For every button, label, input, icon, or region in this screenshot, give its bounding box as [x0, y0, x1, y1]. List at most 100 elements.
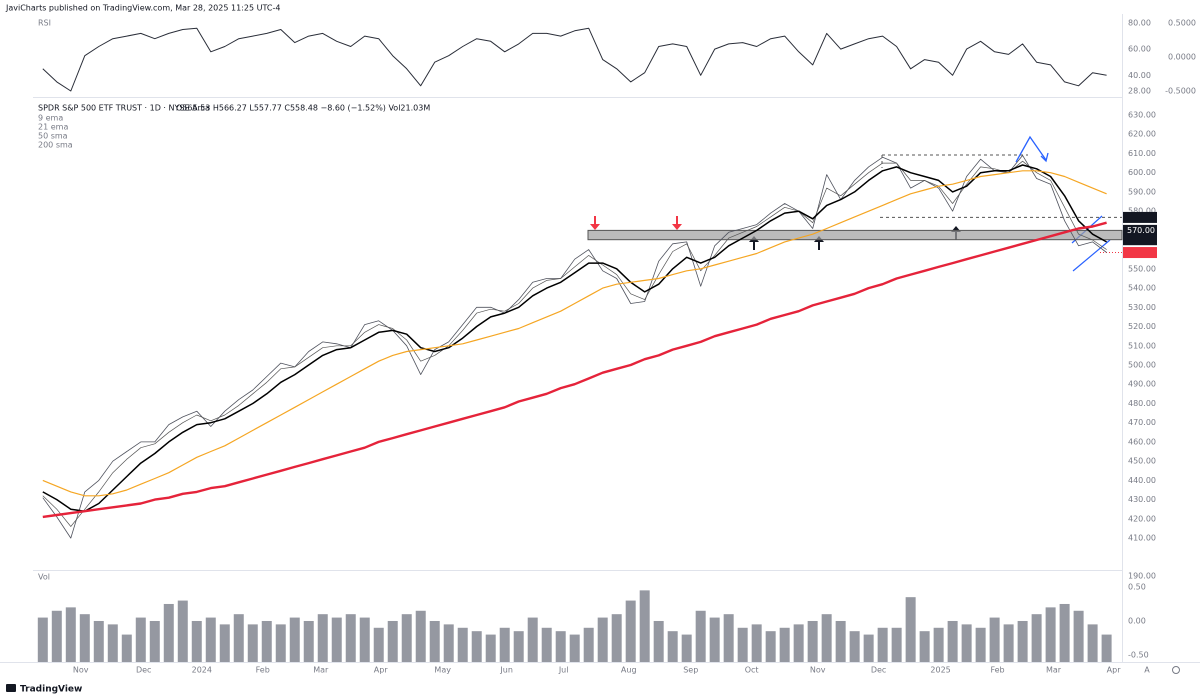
publisher: JaviCharts published on TradingView.com,…: [5, 4, 280, 13]
y-tick-label: 510.00: [1128, 341, 1156, 350]
y-tick-label: 600.00: [1128, 168, 1156, 177]
price-label-bg: [1123, 224, 1157, 236]
volume-bar: [1073, 610, 1084, 662]
volume-bar: [667, 631, 678, 662]
rsi-line: [42, 27, 1107, 92]
volume-bar: [485, 634, 496, 662]
volume-bar: [177, 600, 188, 662]
volume-bar: [989, 617, 1000, 662]
y-tick-label: 630.00: [1128, 111, 1156, 120]
ohlc: O565.53 H566.27 L557.77 C558.48 −8.60 (−…: [176, 104, 430, 113]
settings-icon[interactable]: [1172, 666, 1180, 674]
y-tick-label: 0.00: [1128, 616, 1146, 625]
x-tick-label: Apr: [374, 666, 389, 675]
pane-title: RSI: [38, 19, 51, 28]
legend-entry: 9 ema: [38, 114, 63, 123]
x-tick-label: Jun: [499, 666, 513, 675]
volume-bar: [933, 627, 944, 662]
y-tick-label: 460.00: [1128, 437, 1156, 446]
volume-bar: [471, 631, 482, 662]
x-tick-label: Mar: [1046, 666, 1062, 675]
volume-bar: [625, 600, 636, 662]
volume-bar: [37, 617, 48, 662]
down-arrow: [590, 216, 600, 230]
y-tick-label: 60.00: [1128, 45, 1151, 54]
volume-bar: [891, 627, 902, 662]
volume-bar: [359, 617, 370, 662]
volume-bar: [247, 624, 258, 662]
volume-bar: [429, 620, 440, 662]
volume-bar: [261, 620, 272, 662]
x-tick-label: Oct: [745, 666, 759, 675]
price-label-bg: [1123, 211, 1157, 223]
y-tick-label: 490.00: [1128, 380, 1156, 389]
volume-bar: [555, 631, 566, 662]
y-tick-label: 410.00: [1128, 534, 1156, 543]
volume-bar: [135, 617, 146, 662]
volume-bar: [79, 614, 90, 662]
y-tick-label: 80.00: [1128, 18, 1151, 27]
x-tick-label: Nov: [73, 666, 89, 675]
volume-bar: [1003, 624, 1014, 662]
price-line: [42, 155, 1107, 539]
volume-bar: [163, 603, 174, 662]
price-label-bg: [1123, 247, 1157, 259]
x-tick-label: Nov: [810, 666, 826, 675]
y-tick-label: 420.00: [1128, 514, 1156, 523]
volume-bar: [233, 614, 244, 662]
volume-bar: [807, 620, 818, 662]
volume-bar: [751, 624, 762, 662]
volume-bar: [275, 624, 286, 662]
y-tick-label: 620.00: [1128, 130, 1156, 139]
auto-scale[interactable]: A: [1144, 666, 1150, 675]
x-tick-label: Jul: [558, 666, 569, 675]
volume-bar: [121, 634, 132, 662]
x-tick-label: 2025: [930, 666, 950, 675]
volume-bar: [975, 627, 986, 662]
volume-bar: [919, 631, 930, 662]
y2-tick-label: 0.0000: [1168, 53, 1196, 62]
volume-bar: [947, 620, 958, 662]
volume-bar: [1031, 614, 1042, 662]
volume-bar: [905, 597, 916, 662]
volume-bar: [835, 620, 846, 662]
x-tick-label: May: [434, 666, 451, 675]
volume-bar: [597, 617, 608, 662]
trend-arrow: [1015, 135, 1047, 163]
volume-bar: [65, 607, 76, 662]
x-tick-label: 2024: [192, 666, 212, 675]
price-line: [42, 221, 1107, 519]
volume-bar: [1059, 603, 1070, 662]
volume-bar: [317, 614, 328, 662]
volume-bar: [765, 631, 776, 662]
legend-entry: 50 sma: [38, 132, 68, 141]
y-tick-label: 590.00: [1128, 187, 1156, 196]
volume-bar: [1045, 607, 1056, 662]
y-tick-label: -0.50: [1128, 650, 1149, 659]
volume-bar: [443, 624, 454, 662]
volume-bar: [681, 634, 692, 662]
volume-bar: [191, 620, 202, 662]
volume-bar: [961, 624, 972, 662]
volume-bar: [1101, 634, 1112, 662]
volume-bar: [849, 631, 860, 662]
y-tick-label: 500.00: [1128, 361, 1156, 370]
y-tick-label: 480.00: [1128, 399, 1156, 408]
volume-bar: [793, 624, 804, 662]
y-tick-label: 550.00: [1128, 264, 1156, 273]
legend-entry: 21 ema: [38, 123, 68, 132]
x-tick-label: Dec: [136, 666, 151, 675]
support-zone: [587, 229, 1123, 241]
trend-arrow: [1040, 152, 1049, 163]
volume-bar: [779, 627, 790, 662]
volume-bar: [709, 617, 720, 662]
volume-bar: [415, 610, 426, 662]
price-line: [42, 164, 1107, 512]
volume-bar: [205, 617, 216, 662]
x-tick-label: Feb: [256, 666, 270, 675]
volume-bar: [345, 614, 356, 662]
logo-icon: [6, 684, 16, 692]
x-tick-label: Aug: [621, 666, 637, 675]
volume-bar: [695, 610, 706, 662]
